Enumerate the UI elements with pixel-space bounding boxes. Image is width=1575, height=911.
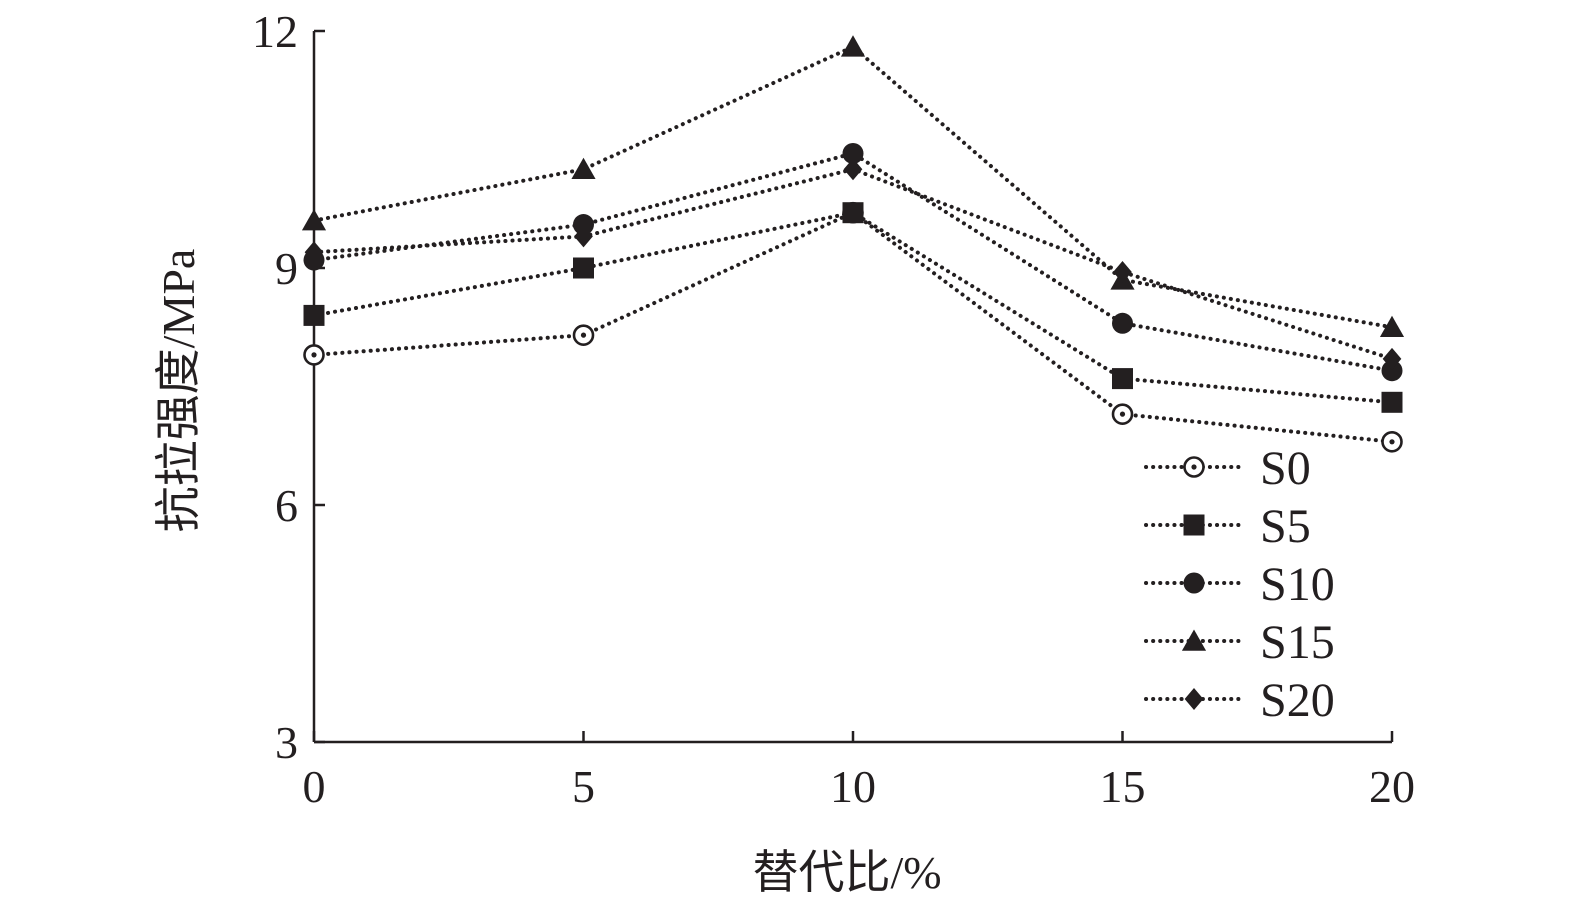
data-point <box>842 142 864 164</box>
y-tick-label: 9 <box>275 243 298 294</box>
marker-filled-circle <box>573 214 594 236</box>
marker-square <box>573 257 594 279</box>
data-point <box>572 324 595 346</box>
data-point <box>1381 360 1403 382</box>
legend-item-s5: S5 <box>1144 500 1311 553</box>
marker-diamond <box>1184 688 1204 710</box>
marker-filled-circle <box>1381 360 1403 382</box>
data-point <box>1112 312 1133 334</box>
legend-label: S0 <box>1260 442 1311 495</box>
x-tick-label: 15 <box>1100 761 1146 812</box>
x-tick-label: 0 <box>303 761 326 812</box>
data-point <box>571 157 596 180</box>
legend-item-s20: S20 <box>1144 674 1335 727</box>
legend-label: S15 <box>1260 616 1335 669</box>
marker-triangle <box>840 35 866 57</box>
series-line <box>312 44 1394 330</box>
data-point <box>301 209 327 231</box>
marker-diamond <box>843 158 863 181</box>
marker-square <box>1112 368 1133 390</box>
marker-square <box>1183 514 1205 536</box>
data-point <box>1381 391 1403 413</box>
series-s20 <box>304 158 1402 370</box>
series-line <box>312 151 1394 373</box>
legend-marker <box>1184 688 1204 710</box>
marker-circle-dot <box>580 332 587 338</box>
x-tick-label: 5 <box>572 761 595 812</box>
data-point <box>303 304 325 326</box>
marker-square <box>303 304 325 326</box>
data-point <box>573 257 594 279</box>
legend-item-s0: S0 <box>1144 442 1311 495</box>
marker-diamond <box>1113 260 1132 283</box>
marker-triangle <box>571 157 596 180</box>
marker-circle-dot <box>1191 464 1197 470</box>
legend-label: S10 <box>1260 558 1335 611</box>
data-point <box>1379 315 1405 338</box>
data-point <box>304 241 324 264</box>
legend-label: S5 <box>1260 500 1311 553</box>
data-point <box>574 225 593 248</box>
marker-triangle <box>1379 315 1405 338</box>
y-axis-title: 抗拉强度/MPa <box>153 249 204 533</box>
marker-circle-dot <box>1119 411 1126 417</box>
marker-triangle <box>1181 629 1207 651</box>
legend-marker <box>1183 456 1205 478</box>
x-tick-label: 20 <box>1369 761 1415 812</box>
series-s15 <box>301 35 1405 338</box>
y-tick-label: 3 <box>275 717 298 768</box>
legend-marker <box>1181 629 1207 651</box>
marker-diamond <box>304 241 324 264</box>
series-s5 <box>303 202 1403 413</box>
marker-square <box>1381 391 1403 413</box>
y-tick-label: 12 <box>252 6 298 57</box>
x-axis-title: 替代比/% <box>752 847 941 898</box>
legend-marker <box>1183 572 1205 594</box>
data-point <box>573 214 594 236</box>
legend-item-s10: S10 <box>1144 558 1335 611</box>
legend-marker <box>1183 514 1205 536</box>
marker-filled-circle <box>842 142 864 164</box>
legend-item-s15: S15 <box>1144 616 1335 669</box>
data-point <box>840 35 866 57</box>
legend-label: S20 <box>1260 674 1335 727</box>
data-point <box>1112 368 1133 390</box>
data-point <box>1111 403 1134 425</box>
marker-circle-dot <box>311 352 317 358</box>
data-point <box>1381 430 1403 453</box>
marker-filled-circle <box>1183 572 1205 594</box>
marker-circle-dot <box>1389 439 1395 445</box>
marker-square <box>842 202 864 224</box>
series-line <box>312 167 1394 361</box>
marker-diamond <box>1382 347 1402 370</box>
marker-diamond <box>574 225 593 248</box>
data-point <box>1382 347 1402 370</box>
ticks: 0 5 10 15 20 3 6 9 12 <box>252 6 1415 812</box>
series-line <box>312 210 1394 444</box>
marker-filled-circle <box>1112 312 1133 334</box>
data-point <box>1113 260 1132 283</box>
x-tick-label: 10 <box>830 761 876 812</box>
data-point <box>842 202 864 224</box>
series-layer <box>301 35 1405 453</box>
marker-triangle <box>301 209 327 231</box>
y-tick-label: 6 <box>275 480 298 531</box>
data-point <box>303 344 325 366</box>
data-point <box>843 158 863 181</box>
